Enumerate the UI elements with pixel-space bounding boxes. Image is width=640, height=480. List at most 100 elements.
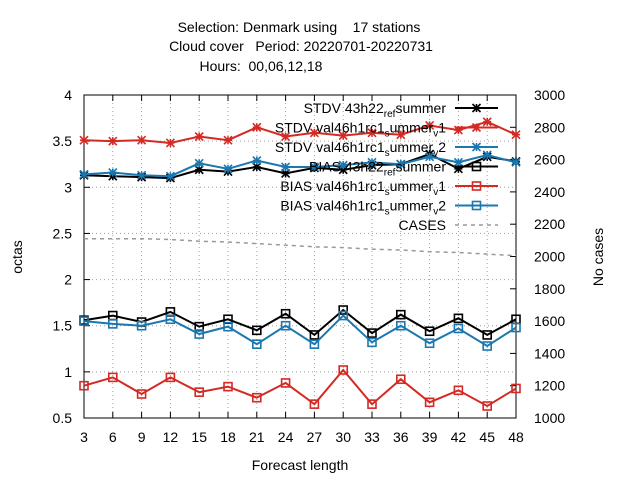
y2-axis-label: No cases	[590, 228, 606, 286]
data-point	[165, 314, 176, 325]
data-point	[280, 308, 291, 319]
data-point	[194, 387, 204, 397]
data-point	[511, 383, 521, 394]
legend-label-part: ummer	[390, 198, 434, 214]
y-tick-label: 0.5	[53, 410, 73, 426]
data-point	[453, 323, 464, 334]
x-tick-label: 42	[451, 429, 467, 445]
data-point	[79, 316, 89, 326]
x-tick-label: 27	[307, 429, 323, 445]
data-point	[252, 325, 262, 336]
series-line	[83, 368, 517, 408]
data-point	[252, 339, 262, 349]
series-line	[83, 120, 517, 145]
y2-tick-label: 1000	[534, 410, 565, 426]
data-point	[194, 329, 204, 339]
x-axis-label: Forecast length	[252, 457, 349, 473]
x-tick-label: 9	[138, 429, 146, 445]
legend-entry: STDV 43h22refsummer	[304, 100, 498, 120]
title-line-1: Selection: Denmark using 17 stations	[178, 19, 421, 35]
legend-label-part: v	[433, 129, 438, 140]
data-point	[453, 313, 464, 324]
legend-label-part: s	[395, 100, 402, 116]
series-4	[79, 365, 521, 411]
data-point	[482, 330, 493, 340]
legend-entry: STDV val46h1rc1summerv2	[275, 139, 498, 159]
x-tick-label: 48	[508, 429, 524, 445]
data-point	[280, 320, 291, 331]
y-tick-label: 3.5	[53, 133, 73, 149]
series-2	[79, 150, 521, 181]
y-tick-label: 4	[64, 87, 72, 103]
x-tick-label: 15	[191, 429, 207, 445]
data-point	[108, 372, 118, 383]
x-tick-label: 39	[422, 429, 438, 445]
data-point	[165, 372, 176, 383]
data-point	[367, 328, 377, 338]
y2-tick-label: 2200	[534, 216, 565, 232]
legend-entry: CASES	[399, 217, 498, 233]
y-tick-label: 2.5	[53, 225, 73, 241]
data-point	[395, 374, 406, 385]
data-point	[223, 321, 233, 332]
y2-tick-label: 1600	[534, 313, 565, 329]
series-6	[84, 237, 517, 257]
x-tick-label: 33	[364, 429, 380, 445]
data-point	[252, 392, 262, 403]
data-point	[136, 320, 147, 331]
y-tick-label: 2	[64, 272, 72, 288]
data-point	[424, 326, 435, 337]
y2-tick-label: 1800	[534, 281, 565, 297]
legend-label-part: v	[433, 207, 438, 218]
data-point	[280, 378, 291, 388]
legend-label: STDV val46h1rc1summerv1	[275, 120, 446, 140]
legend-marker	[471, 181, 482, 191]
legend-entry: BIAS val46h1rc1summerv2	[280, 198, 498, 218]
legend-label: BIAS 43h22refsummer	[309, 159, 446, 179]
legend-label-part: CASES	[399, 217, 446, 233]
data-point	[395, 309, 406, 320]
legend-label-part: 2	[438, 139, 446, 155]
legend-label-part: BIAS val46h1rc1	[280, 198, 384, 214]
legend-label-part: ummer	[402, 159, 446, 175]
chart-title: Selection: Denmark using 17 stations Clo…	[169, 19, 433, 74]
x-tick-label: 24	[278, 429, 294, 445]
y2-tick-label: 2400	[534, 184, 565, 200]
y2-tick-label: 2800	[534, 119, 565, 135]
data-point	[338, 365, 349, 375]
data-point	[482, 341, 493, 351]
legend-label-part: BIAS val46h1rc1	[280, 178, 384, 194]
x-tick-label: 18	[220, 429, 236, 445]
y-axis-label: octas	[9, 240, 25, 273]
legend-marker	[471, 200, 482, 211]
data-point	[79, 380, 89, 391]
series-5	[79, 310, 521, 351]
legend-label-part: ref	[384, 168, 396, 179]
data-point	[309, 330, 320, 340]
data-point	[136, 389, 147, 399]
legend-entry: BIAS 43h22refsummer	[309, 159, 498, 179]
x-tick-label: 45	[479, 429, 495, 445]
title-line-3: Hours: 00,06,12,18	[200, 58, 323, 74]
data-point	[223, 381, 233, 392]
y-tick-label: 3	[64, 179, 72, 195]
title-line-2: Cloud cover Period: 20220701-20220731	[169, 38, 433, 54]
legend-label-part: 1	[438, 178, 446, 194]
legend-label: STDV 43h22refsummer	[304, 100, 447, 120]
series-line	[83, 314, 517, 348]
legend-label-part: 2	[438, 198, 446, 214]
series-line	[83, 308, 517, 337]
y2-tick-label: 3000	[534, 87, 565, 103]
series-3	[79, 305, 521, 340]
legend-entry: BIAS val46h1rc1summerv1	[280, 178, 498, 198]
x-tick-label: 3	[80, 429, 88, 445]
legend-label-part: v	[433, 148, 438, 159]
x-tick-label: 21	[249, 429, 265, 445]
legend-label: STDV val46h1rc1summerv2	[275, 139, 446, 159]
legend-label-part: s	[385, 129, 390, 140]
y2-tick-label: 2000	[534, 249, 565, 265]
legend-label-part: ref	[384, 109, 396, 120]
legend-label-part: ummer	[390, 139, 434, 155]
legend-label-part: BIAS 43h22	[309, 159, 384, 175]
